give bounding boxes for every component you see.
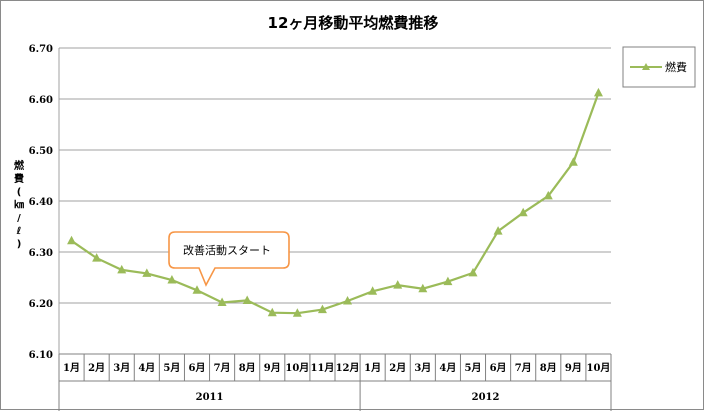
y-tick-label: 6.30 (29, 248, 53, 259)
data-point (192, 285, 202, 294)
x-tick-label: 12月 (336, 362, 360, 374)
legend-label: 燃費 (665, 60, 687, 74)
y-tick-label: 6.50 (29, 146, 53, 157)
x-tick-label: 8月 (540, 362, 557, 374)
y-tick-label: 6.40 (29, 197, 53, 208)
y-axis-title-char: ( (17, 187, 22, 198)
x-tick-label: 3月 (414, 362, 431, 374)
data-point (67, 235, 77, 245)
data-point (292, 308, 302, 317)
x-group-label: 2012 (472, 392, 500, 403)
data-point (418, 283, 428, 293)
x-tick-label: 5月 (163, 362, 180, 374)
gridlines (58, 47, 611, 355)
annotation-callout (168, 231, 290, 287)
x-tick-label: 8月 (239, 362, 256, 374)
y-axis-title-char: ℓ (16, 226, 22, 237)
y-axis-title-char: ㎞ (14, 199, 24, 211)
series-line (70, 92, 600, 315)
chart-title: 12ヶ月移動平均燃費推移 (268, 14, 439, 32)
x-tick-label: 4月 (439, 362, 456, 374)
x-tick-label: 11月 (310, 362, 334, 374)
y-tick-label: 6.20 (29, 299, 53, 310)
x-tick-label: 2月 (88, 362, 105, 374)
data-point (443, 276, 453, 286)
x-tick-label: 1月 (63, 362, 80, 374)
data-point (493, 226, 503, 235)
data-point (343, 295, 353, 305)
data-point (142, 268, 152, 277)
y-tick-label: 6.10 (29, 350, 53, 361)
data-point (543, 190, 553, 200)
data-point (368, 286, 378, 295)
legend: 燃費 (622, 46, 696, 88)
x-tick-label: 3月 (113, 362, 130, 374)
x-tick-label: 9月 (264, 362, 281, 374)
data-point (117, 264, 127, 274)
data-point (468, 267, 478, 277)
y-axis-title: 燃費 (㎞ / ℓ) (14, 159, 25, 250)
annotation-text: 改善活動スタート (183, 243, 271, 257)
x-axis: 1月 2月 3月 4月 5月 6月 7月 8月 9月 10月 11月 12月 1月 2月 3月 4月 5月 6月 7… (58, 353, 612, 411)
x-tick-label: 10月 (586, 362, 610, 374)
x-tick-label: 4月 (138, 362, 155, 374)
x-tick-label: 2月 (389, 362, 406, 374)
data-point (393, 280, 403, 289)
annotation-layer: 改善活動スタート (168, 231, 290, 287)
data-point (217, 297, 227, 306)
data-point (518, 207, 528, 217)
data-point (568, 157, 578, 166)
legend-marker (642, 63, 650, 70)
data-point (317, 304, 327, 314)
x-tick-label: 5月 (465, 362, 482, 374)
x-tick-label: 9月 (565, 362, 582, 374)
x-group-label: 2011 (196, 392, 224, 403)
data-point (267, 307, 277, 317)
data-point (593, 87, 603, 97)
x-tick-label: 7月 (214, 362, 231, 374)
data-point (242, 295, 252, 304)
x-tick-label: 7月 (515, 362, 532, 374)
data-point (167, 275, 177, 284)
y-axis-title-char: 燃 (14, 159, 25, 172)
x-tick-label: 6月 (490, 362, 507, 374)
y-tick-label: 6.60 (29, 95, 53, 106)
x-tick-label: 10月 (285, 362, 309, 374)
y-axis-title-char: ) (17, 239, 22, 250)
data-point (92, 253, 102, 262)
y-axis-ticks: 6.10 6.20 6.30 6.40 6.50 6.60 6.70 (29, 44, 53, 361)
x-tick-label: 6月 (189, 362, 206, 374)
y-tick-label: 6.70 (29, 44, 53, 55)
y-axis-title-char: 費 (14, 172, 24, 185)
series-燃費 (67, 87, 603, 317)
x-tick-label: 1月 (364, 362, 381, 374)
y-axis-title-char: / (17, 213, 21, 224)
